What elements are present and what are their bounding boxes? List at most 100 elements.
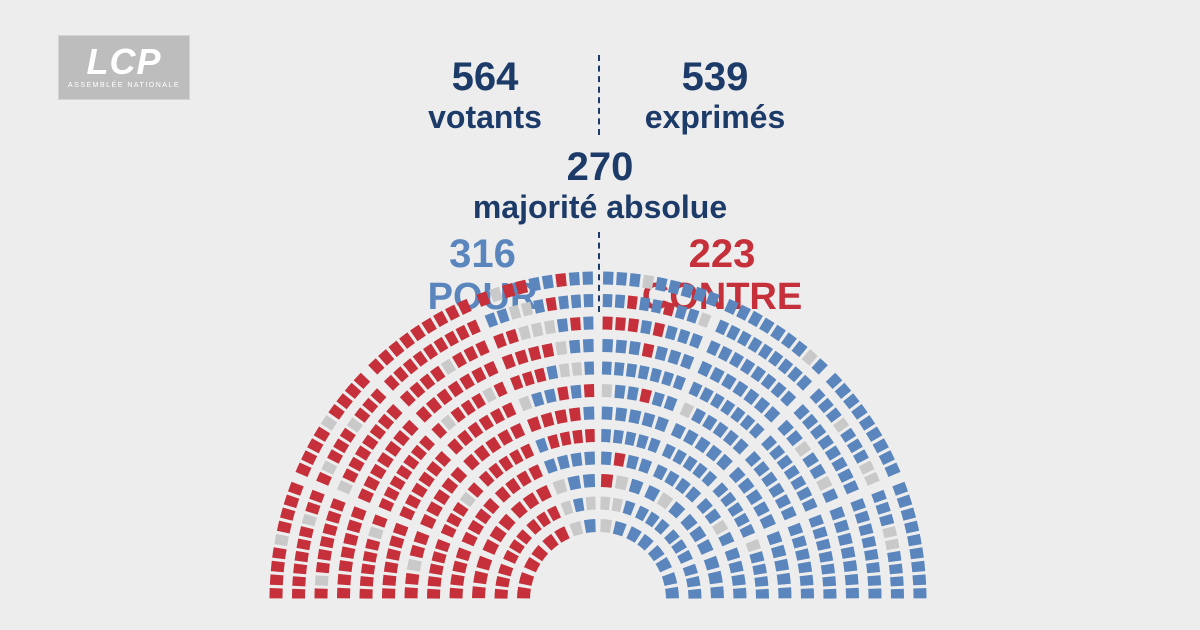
seat (627, 296, 638, 310)
seat (379, 498, 395, 512)
seat (435, 451, 451, 467)
seat (405, 494, 421, 509)
seat (642, 275, 654, 290)
seat (639, 297, 650, 311)
seat (533, 299, 545, 314)
seat (697, 539, 714, 555)
seat (452, 352, 467, 368)
seat (790, 476, 806, 491)
seat (601, 429, 611, 443)
seat (706, 445, 722, 462)
seat (879, 450, 895, 465)
seat (638, 458, 652, 474)
seat (558, 296, 569, 310)
seat (699, 387, 713, 403)
seat (663, 302, 675, 317)
seat (446, 513, 462, 528)
seat (601, 474, 613, 488)
seat (736, 305, 751, 321)
seat (489, 287, 503, 303)
seat (510, 375, 523, 390)
seat (471, 367, 486, 383)
seat (509, 449, 523, 465)
seat (718, 532, 734, 547)
seat (435, 539, 450, 552)
seat (475, 508, 491, 524)
seat (318, 549, 332, 561)
seat (734, 513, 750, 528)
seat (277, 521, 292, 534)
seat (305, 502, 320, 515)
seat (677, 329, 690, 344)
seat (636, 434, 649, 449)
seat (720, 400, 735, 416)
seat (885, 539, 900, 551)
seat (764, 406, 780, 423)
seat (433, 489, 450, 505)
seat (615, 317, 626, 331)
seat (823, 589, 836, 599)
seat (528, 346, 541, 361)
seat (614, 362, 625, 376)
seat (423, 344, 438, 360)
seat (405, 587, 418, 598)
seat (752, 564, 767, 576)
seat (351, 506, 367, 520)
seat (343, 533, 358, 546)
seat (851, 404, 867, 420)
seat (887, 551, 901, 562)
seat (821, 564, 835, 575)
seat (873, 438, 889, 453)
seat (885, 463, 901, 478)
seat (360, 576, 374, 586)
seat (421, 318, 437, 334)
seat (584, 519, 596, 533)
seat (702, 415, 717, 431)
seat (348, 457, 364, 472)
seat (385, 441, 402, 457)
seat (868, 588, 881, 598)
seat (850, 498, 866, 512)
seat (571, 295, 581, 309)
seat (882, 526, 897, 538)
seat (464, 346, 479, 362)
seat (479, 415, 494, 431)
seat (754, 397, 770, 414)
seat (272, 547, 286, 559)
seat (845, 574, 859, 585)
seat (490, 408, 505, 424)
seat (628, 409, 641, 424)
seat (314, 427, 330, 442)
seat (708, 571, 723, 585)
seat (584, 452, 595, 466)
seat (911, 561, 925, 573)
seat (897, 495, 913, 509)
seat (338, 574, 352, 585)
seat (629, 273, 641, 287)
seat (457, 299, 472, 315)
seat (705, 508, 721, 524)
seat (612, 498, 624, 513)
seat (637, 534, 653, 551)
seat (691, 408, 706, 424)
seat (506, 329, 519, 344)
seat (665, 587, 679, 599)
seat (411, 483, 427, 498)
seat (295, 551, 309, 562)
seat (336, 393, 353, 409)
seat (751, 366, 767, 382)
seat (321, 415, 337, 431)
seat (284, 495, 300, 509)
seat (432, 551, 447, 563)
seat (698, 361, 713, 377)
seat (448, 381, 464, 398)
seat (777, 573, 791, 585)
seat (655, 277, 668, 292)
seat (795, 548, 810, 561)
seat (584, 384, 595, 397)
seat (740, 524, 756, 538)
seat (672, 449, 687, 465)
seat (718, 346, 733, 362)
seat (482, 387, 496, 403)
seat (515, 280, 528, 295)
